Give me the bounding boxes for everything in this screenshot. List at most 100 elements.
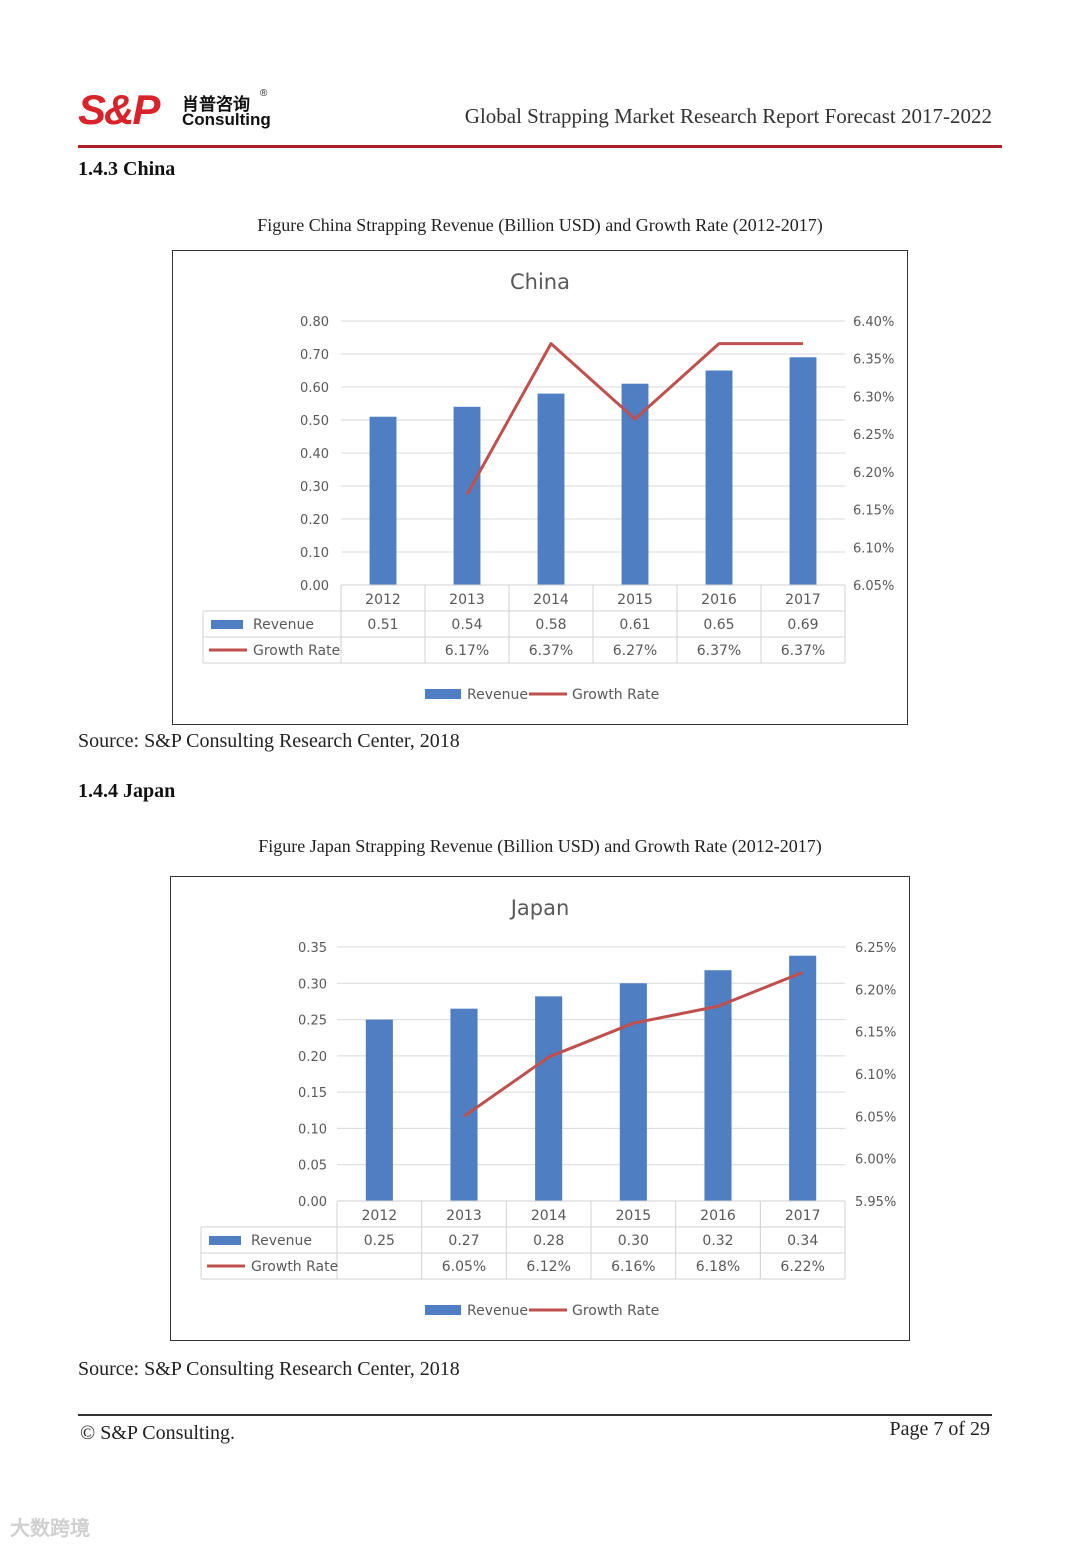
table-cell-revenue: 0.25 (364, 1233, 395, 1249)
y-tick-label: 0.00 (298, 1195, 327, 1210)
y2-tick-label: 6.40% (853, 315, 894, 330)
legend-revenue-label: Revenue (467, 1303, 528, 1319)
x-tick-label: 2012 (365, 592, 401, 608)
y2-tick-label: 6.10% (855, 1068, 896, 1083)
table-cell-growth: 6.27% (613, 643, 657, 659)
table-cell-revenue: 0.69 (787, 617, 818, 633)
y-tick-label: 0.10 (298, 1122, 327, 1137)
table-cell-revenue: 0.61 (619, 617, 650, 633)
legend-growth-label: Growth Rate (572, 1303, 659, 1319)
table-legend-revenue-key (209, 1236, 241, 1245)
x-tick-label: 2016 (701, 592, 737, 608)
growth-rate-line (465, 342, 803, 496)
company-logo: S&P 肖普咨询 ® Consulting (78, 88, 288, 134)
logo-chinese: 肖普咨询 (182, 95, 250, 115)
y2-tick-label: 5.95% (855, 1195, 896, 1210)
x-tick-label: 2015 (616, 1208, 652, 1224)
chart-frame-china: China 0.00 0.10 0.20 0.30 0.40 0.50 0.60 0.70 0.8… (172, 250, 908, 725)
chart-frame-japan: Japan 0.00 0.05 0.10 0.15 0.20 0.25 0.30 0.35 5.9… (170, 876, 910, 1341)
chart-japan: Japan 0.00 0.05 0.10 0.15 0.20 0.25 0.30 0.35 5.9… (200, 896, 896, 1319)
revenue-bar (789, 955, 817, 1201)
table-cell-growth: 6.05% (442, 1259, 486, 1275)
source-note-japan: Source: S&P Consulting Research Center, … (78, 1358, 460, 1380)
revenue-bar (453, 406, 481, 585)
table-cell-growth: 6.16% (611, 1259, 655, 1275)
y-tick-label: 0.30 (298, 977, 327, 992)
x-tick-label: 2014 (531, 1208, 567, 1224)
growth-rate-line (463, 971, 804, 1118)
x-tick-label: 2016 (700, 1208, 736, 1224)
y2-tick-label: 6.15% (855, 1026, 896, 1041)
table-cell-revenue: 0.28 (533, 1233, 564, 1249)
y2-tick-label: 6.15% (853, 504, 894, 519)
logo-registered-mark: ® (260, 88, 268, 99)
x-tick-label: 2017 (785, 592, 821, 608)
x-tick-label: 2017 (785, 1208, 821, 1224)
y-tick-label: 0.40 (300, 447, 329, 462)
legend-growth-label: Growth Rate (572, 687, 659, 703)
table-cell-growth: 6.37% (781, 643, 825, 659)
y-tick-label: 0.30 (300, 480, 329, 495)
y2-tick-label: 6.25% (853, 428, 894, 443)
y-tick-label: 0.60 (300, 381, 329, 396)
revenue-bar (789, 357, 817, 585)
x-tick-label: 2012 (362, 1208, 398, 1224)
y-tick-label: 0.20 (298, 1050, 327, 1065)
revenue-bar (621, 383, 649, 585)
table-row-label: Growth Rate (253, 643, 340, 659)
revenue-bar (450, 1008, 478, 1201)
table-legend-revenue-key (211, 620, 243, 629)
table-cell-growth: 6.12% (526, 1259, 570, 1275)
table-cell-growth: 6.17% (445, 643, 489, 659)
figure-caption-japan: Figure Japan Strapping Revenue (Billion … (258, 836, 822, 856)
y2-tick-label: 6.35% (853, 353, 894, 368)
figure-caption-china: Figure China Strapping Revenue (Billion … (257, 215, 823, 235)
chart-china: China 0.00 0.10 0.20 0.30 0.40 0.50 0.60 0.70 0.8… (202, 270, 894, 703)
revenue-bar (369, 416, 397, 585)
y-tick-label: 0.25 (298, 1014, 327, 1029)
table-cell-revenue: 0.65 (703, 617, 734, 633)
table-cell-revenue: 0.27 (448, 1233, 479, 1249)
table-cell-revenue: 0.30 (618, 1233, 649, 1249)
chart-title: China (510, 270, 570, 294)
table-cell-growth: 6.22% (780, 1259, 824, 1275)
legend-revenue-key (425, 689, 461, 699)
table-row-label: Growth Rate (251, 1259, 338, 1275)
report-title: Global Strapping Market Research Report … (464, 104, 992, 128)
x-tick-label: 2014 (533, 592, 569, 608)
x-tick-label: 2013 (446, 1208, 482, 1224)
table-cell-revenue: 0.34 (787, 1233, 818, 1249)
y-tick-label: 0.20 (300, 513, 329, 528)
section-heading-japan: 1.4.4 Japan (78, 780, 176, 802)
y2-tick-label: 6.30% (853, 390, 894, 405)
y2-tick-label: 6.00% (855, 1153, 896, 1168)
y-tick-label: 0.15 (298, 1086, 327, 1101)
y-tick-label: 0.70 (300, 348, 329, 363)
y2-tick-label: 6.05% (855, 1110, 896, 1125)
y-tick-label: 0.80 (300, 315, 329, 330)
watermark: 大数跨境 (10, 1516, 90, 1540)
table-cell-revenue: 0.54 (451, 617, 482, 633)
footer-divider (78, 1414, 992, 1416)
y2-tick-label: 6.05% (853, 579, 894, 594)
y2-tick-label: 6.10% (853, 541, 894, 556)
y-tick-label: 0.05 (298, 1159, 327, 1174)
chart-title: Japan (509, 896, 570, 920)
footer-copyright: © S&P Consulting. (80, 1422, 236, 1444)
y-tick-label: 0.50 (300, 414, 329, 429)
y2-tick-label: 6.20% (855, 983, 896, 998)
revenue-bar (537, 393, 565, 585)
y-tick-label: 0.10 (300, 546, 329, 561)
source-note-china: Source: S&P Consulting Research Center, … (78, 730, 460, 752)
logo-main: S&P (78, 86, 160, 133)
y2-tick-label: 6.20% (853, 466, 894, 481)
header-divider (78, 145, 1002, 148)
table-cell-revenue: 0.58 (535, 617, 566, 633)
table-cell-revenue: 0.32 (702, 1233, 733, 1249)
revenue-bar (365, 1019, 393, 1201)
table-cell-revenue: 0.51 (367, 617, 398, 633)
revenue-bar (705, 370, 733, 585)
section-heading-china: 1.4.3 China (78, 158, 176, 180)
table-cell-growth: 6.18% (696, 1259, 740, 1275)
legend-revenue-key (425, 1305, 461, 1315)
